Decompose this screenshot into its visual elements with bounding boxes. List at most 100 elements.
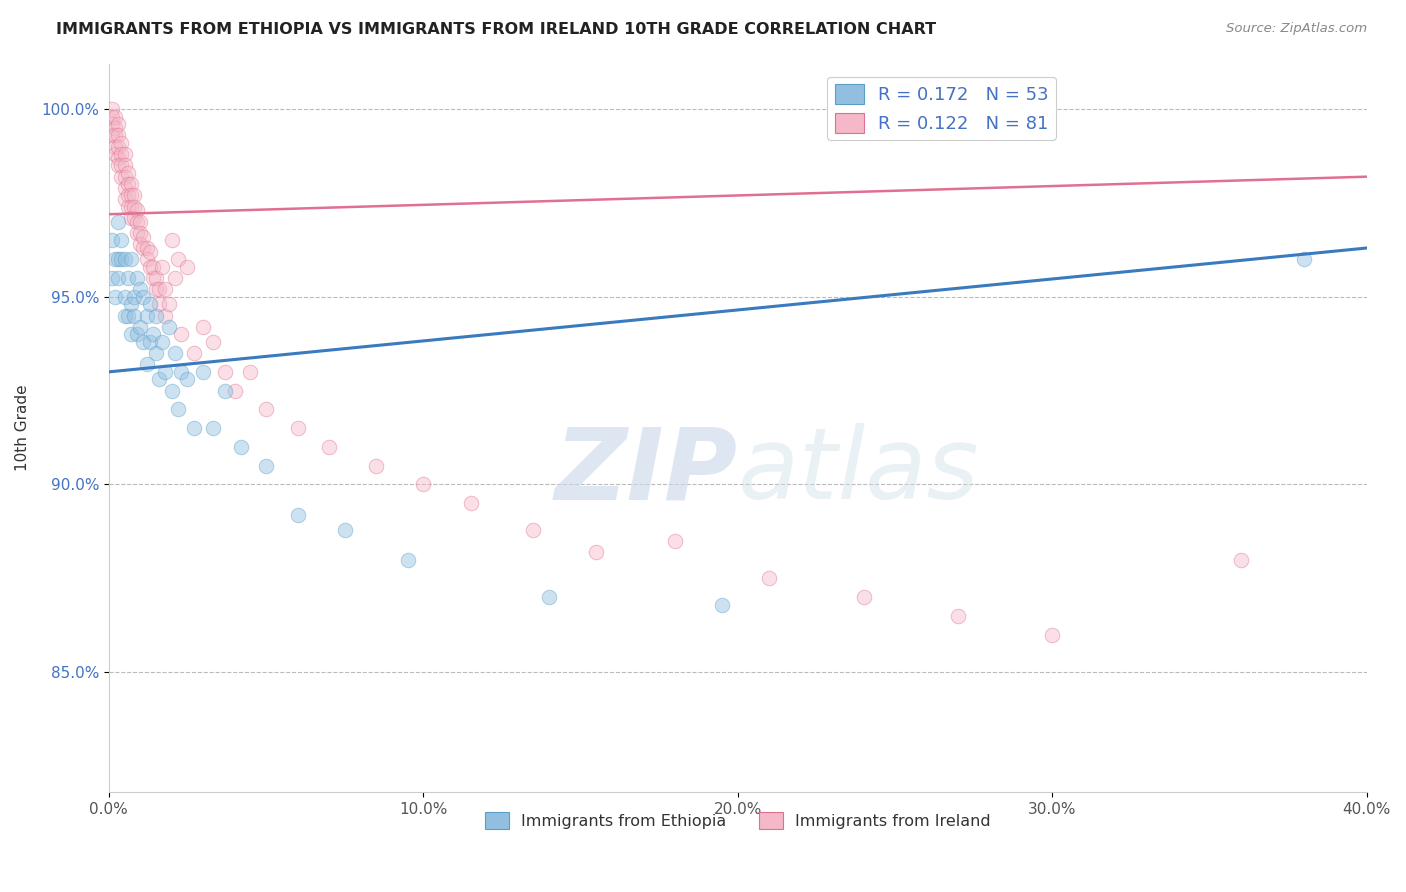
Point	[120, 211, 142, 225]
Point	[1040, 627, 1063, 641]
Point	[201, 334, 224, 349]
Point	[104, 128, 127, 143]
Point	[366, 458, 388, 473]
Point	[107, 158, 129, 172]
Point	[101, 117, 124, 131]
Point	[160, 384, 183, 398]
Point	[132, 241, 155, 255]
Point	[101, 234, 124, 248]
Point	[145, 271, 167, 285]
Point	[157, 297, 180, 311]
Point	[254, 458, 277, 473]
Point	[1230, 552, 1253, 566]
Point	[287, 421, 309, 435]
Point	[287, 508, 309, 522]
Point	[132, 334, 155, 349]
Point	[114, 158, 136, 172]
Point	[110, 136, 132, 150]
Point	[104, 120, 127, 135]
Point	[201, 421, 224, 435]
Point	[167, 402, 190, 417]
Point	[114, 147, 136, 161]
Point	[412, 477, 434, 491]
Point	[117, 177, 139, 191]
Point	[120, 297, 142, 311]
Point	[127, 215, 149, 229]
Point	[176, 372, 198, 386]
Point	[538, 590, 561, 604]
Point	[114, 252, 136, 267]
Point	[107, 271, 129, 285]
Point	[193, 319, 215, 334]
Y-axis label: 10th Grade: 10th Grade	[15, 384, 30, 472]
Point	[135, 309, 157, 323]
Point	[110, 169, 132, 184]
Point	[107, 252, 129, 267]
Point	[129, 282, 152, 296]
Point	[155, 365, 177, 379]
Point	[120, 188, 142, 202]
Point	[148, 282, 170, 296]
Point	[107, 215, 129, 229]
Point	[104, 110, 127, 124]
Point	[107, 117, 129, 131]
Point	[114, 192, 136, 206]
Point	[214, 365, 236, 379]
Point	[155, 309, 177, 323]
Point	[224, 384, 246, 398]
Point	[122, 309, 145, 323]
Point	[142, 271, 165, 285]
Point	[333, 523, 356, 537]
Point	[110, 234, 132, 248]
Point	[101, 128, 124, 143]
Point	[114, 309, 136, 323]
Point	[214, 384, 236, 398]
Point	[758, 571, 780, 585]
Point	[145, 282, 167, 296]
Point	[110, 252, 132, 267]
Point	[148, 297, 170, 311]
Point	[170, 365, 193, 379]
Point	[132, 229, 155, 244]
Point	[138, 244, 160, 259]
Point	[101, 110, 124, 124]
Point	[114, 169, 136, 184]
Point	[138, 260, 160, 274]
Point	[155, 282, 177, 296]
Point	[117, 309, 139, 323]
Point	[138, 334, 160, 349]
Text: atlas: atlas	[738, 424, 980, 520]
Point	[132, 290, 155, 304]
Point	[122, 188, 145, 202]
Point	[101, 102, 124, 116]
Point	[101, 271, 124, 285]
Point	[120, 327, 142, 342]
Text: IMMIGRANTS FROM ETHIOPIA VS IMMIGRANTS FROM IRELAND 10TH GRADE CORRELATION CHART: IMMIGRANTS FROM ETHIOPIA VS IMMIGRANTS F…	[56, 22, 936, 37]
Point	[135, 357, 157, 371]
Point	[396, 552, 419, 566]
Point	[318, 440, 340, 454]
Point	[183, 421, 205, 435]
Point	[138, 297, 160, 311]
Point	[104, 139, 127, 153]
Point	[170, 327, 193, 342]
Point	[163, 346, 186, 360]
Point	[129, 226, 152, 240]
Point	[107, 139, 129, 153]
Point	[711, 598, 734, 612]
Point	[122, 290, 145, 304]
Point	[117, 271, 139, 285]
Point	[142, 327, 165, 342]
Point	[114, 181, 136, 195]
Point	[129, 215, 152, 229]
Point	[150, 260, 173, 274]
Point	[522, 523, 544, 537]
Point	[1292, 252, 1315, 267]
Point	[664, 533, 686, 548]
Point	[160, 234, 183, 248]
Point	[946, 608, 969, 623]
Point	[110, 147, 132, 161]
Point	[107, 128, 129, 143]
Point	[104, 290, 127, 304]
Point	[150, 334, 173, 349]
